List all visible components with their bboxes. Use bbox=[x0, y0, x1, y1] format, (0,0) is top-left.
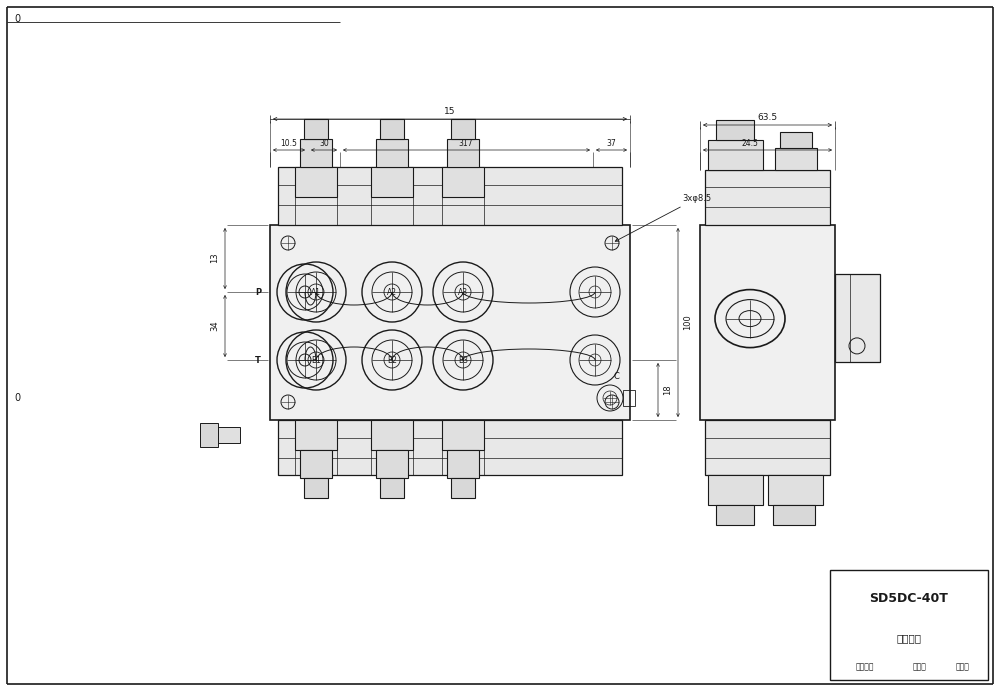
Bar bbox=[278, 420, 622, 475]
Text: C: C bbox=[613, 372, 619, 381]
Text: 30: 30 bbox=[319, 138, 329, 147]
Bar bbox=[442, 167, 484, 197]
Bar bbox=[447, 139, 479, 167]
Text: 0: 0 bbox=[14, 14, 20, 24]
Text: P: P bbox=[255, 287, 261, 296]
Bar bbox=[768, 475, 823, 505]
Text: 设备标号: 设备标号 bbox=[856, 663, 874, 672]
Bar bbox=[304, 478, 328, 498]
Text: A1: A1 bbox=[311, 287, 321, 296]
Bar bbox=[451, 478, 475, 498]
Text: 100: 100 bbox=[684, 314, 692, 330]
Text: B2: B2 bbox=[387, 355, 397, 364]
Text: 24.5: 24.5 bbox=[742, 138, 758, 147]
Bar bbox=[773, 505, 815, 525]
Text: 3xφ8.5: 3xφ8.5 bbox=[615, 194, 711, 241]
Text: 317: 317 bbox=[459, 138, 473, 147]
Bar bbox=[218, 427, 240, 443]
Text: 13: 13 bbox=[210, 253, 220, 263]
Bar bbox=[442, 420, 484, 450]
Text: A2: A2 bbox=[387, 287, 397, 296]
Text: 18: 18 bbox=[664, 385, 672, 395]
Bar bbox=[780, 132, 812, 148]
Bar bbox=[716, 505, 754, 525]
Bar bbox=[300, 139, 332, 167]
Bar bbox=[708, 140, 763, 170]
Text: T: T bbox=[255, 355, 261, 364]
Text: 63.5: 63.5 bbox=[757, 113, 777, 122]
Bar bbox=[447, 450, 479, 478]
Bar bbox=[200, 423, 218, 447]
Bar bbox=[295, 420, 337, 450]
Bar bbox=[300, 450, 332, 478]
Bar bbox=[295, 167, 337, 197]
Bar bbox=[623, 390, 635, 406]
Bar bbox=[451, 119, 475, 139]
Bar bbox=[705, 420, 830, 475]
Text: 版本号: 版本号 bbox=[913, 663, 927, 672]
Bar bbox=[830, 570, 988, 680]
Bar bbox=[705, 170, 830, 225]
Text: 0: 0 bbox=[14, 393, 20, 403]
Bar bbox=[380, 119, 404, 139]
Text: 15: 15 bbox=[444, 106, 456, 115]
Text: B3: B3 bbox=[458, 355, 468, 364]
Bar bbox=[380, 478, 404, 498]
Text: 10.5: 10.5 bbox=[281, 138, 297, 147]
Bar bbox=[304, 119, 328, 139]
Text: 34: 34 bbox=[210, 321, 220, 331]
Text: 37: 37 bbox=[606, 138, 616, 147]
Text: B1: B1 bbox=[311, 355, 321, 364]
Text: A3: A3 bbox=[458, 287, 468, 296]
Bar bbox=[835, 274, 880, 361]
Bar bbox=[270, 225, 630, 420]
Bar bbox=[371, 420, 413, 450]
Text: 图纸编号: 图纸编号 bbox=[896, 633, 922, 643]
Bar bbox=[376, 450, 408, 478]
Bar bbox=[775, 148, 817, 170]
Bar bbox=[716, 120, 754, 140]
Bar bbox=[371, 167, 413, 197]
Text: SD5DC-40T: SD5DC-40T bbox=[870, 591, 948, 605]
Bar bbox=[376, 139, 408, 167]
Bar bbox=[278, 167, 622, 225]
Bar bbox=[700, 225, 835, 420]
Text: 版本号: 版本号 bbox=[956, 663, 970, 672]
Bar bbox=[708, 475, 763, 505]
